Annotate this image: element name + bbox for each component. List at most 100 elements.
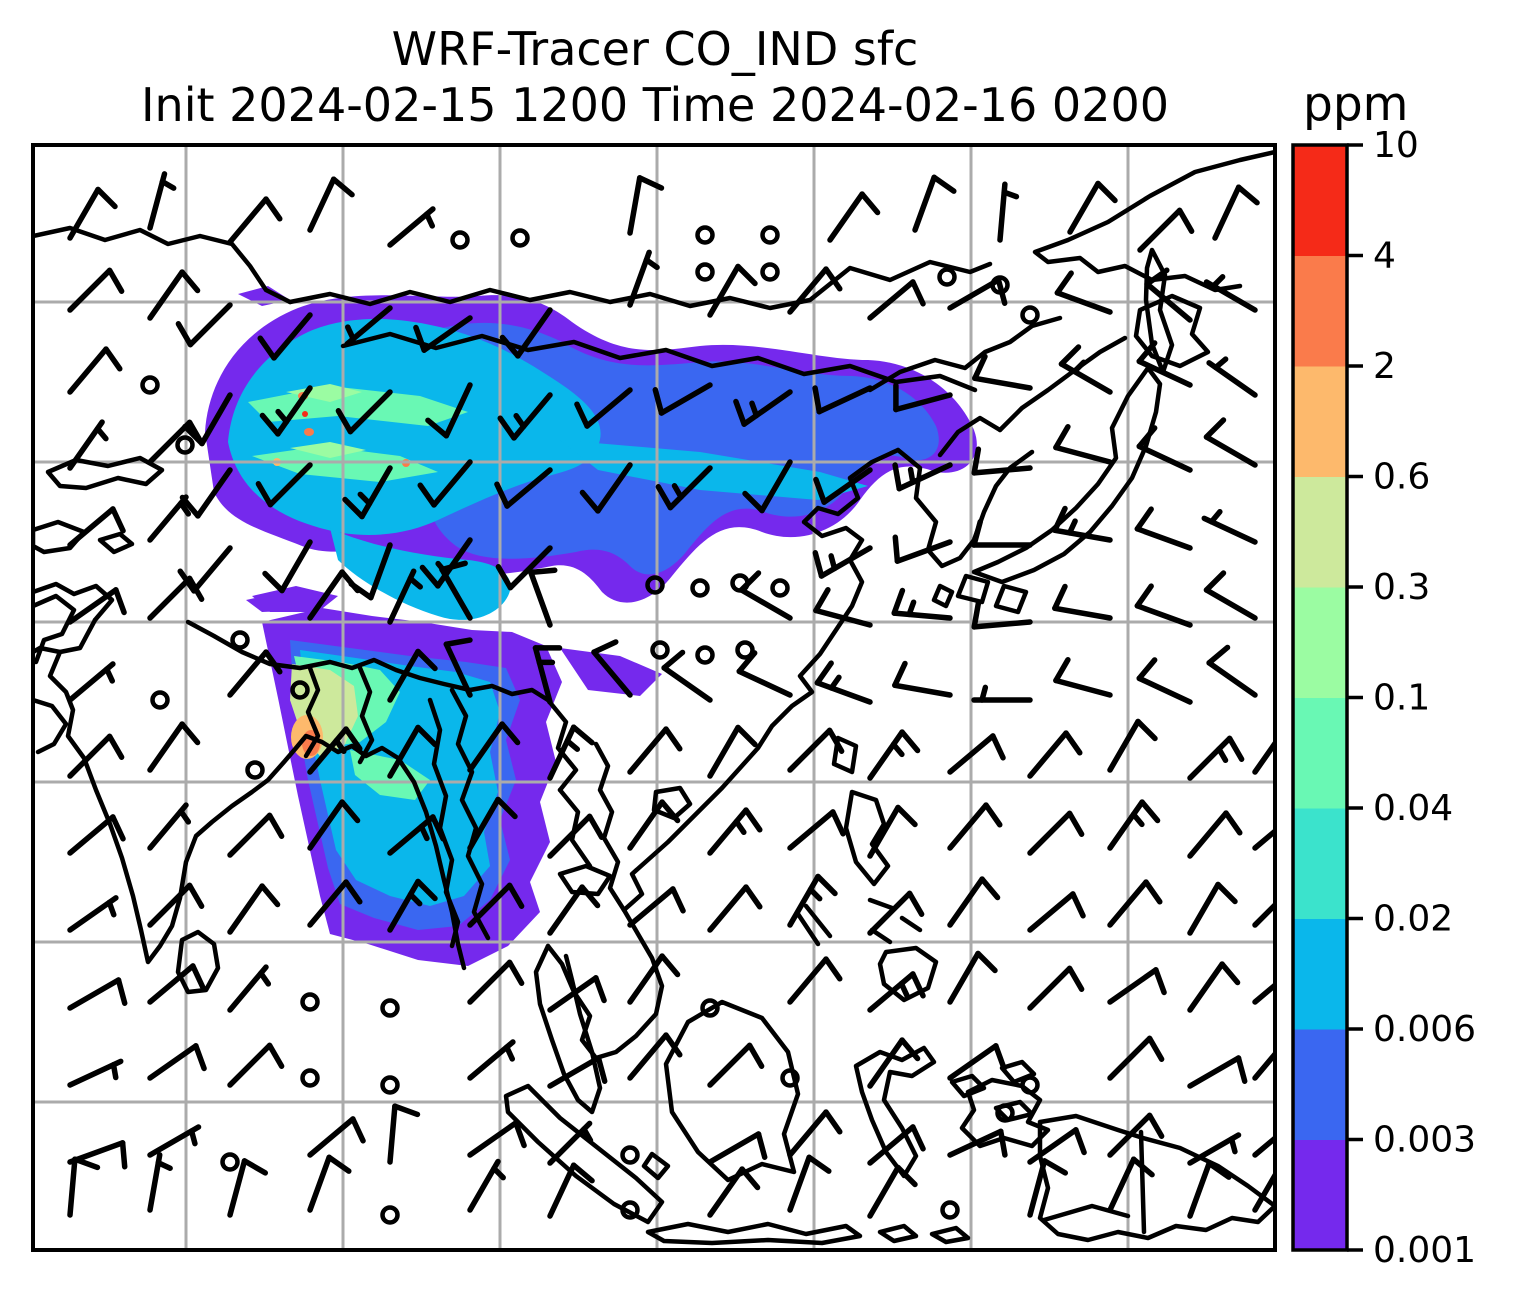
barb-shaft: [507, 545, 553, 591]
barb-shaft: [947, 1128, 1004, 1158]
wind-barb: [67, 419, 109, 471]
barb-tick: [813, 586, 831, 614]
calm-wind-circle: [290, 680, 310, 700]
coastline-path: [185, 619, 551, 703]
barb-tick: [343, 879, 363, 905]
barb-tick: [971, 519, 983, 548]
barb-tick: [1058, 344, 1082, 367]
barb-tick: [258, 970, 272, 987]
wind-barb: [812, 545, 873, 579]
barb-shaft: [894, 539, 953, 564]
barb-tick: [892, 462, 902, 492]
barb-tick: [499, 721, 521, 746]
barb-shaft: [1052, 527, 1113, 543]
calm-wind-circle: [780, 1068, 800, 1088]
wind-barb: [67, 267, 125, 313]
barb-shaft: [787, 266, 829, 315]
wind-barb: [147, 1152, 173, 1213]
barb-tick: [972, 353, 988, 382]
wind-barb: [787, 809, 846, 851]
barb-shaft: [627, 726, 669, 775]
wind-barb: [1203, 274, 1258, 313]
wind-barb: [227, 196, 283, 245]
wind-barb: [707, 1042, 765, 1088]
barb-tick: [1136, 425, 1158, 450]
barb-shaft: [892, 682, 953, 698]
wind-barb: [387, 878, 438, 933]
wind-barb: [387, 1103, 421, 1165]
barb-shaft: [736, 668, 793, 698]
wind-barb: [147, 1043, 207, 1081]
barb-shaft: [787, 873, 821, 928]
barb-shaft: [504, 467, 553, 509]
coastline-path: [45, 455, 165, 491]
barb-shaft: [1052, 605, 1113, 621]
barb-shaft: [1252, 1049, 1275, 1081]
barb-tick: [652, 387, 665, 416]
wind-barb: [532, 645, 563, 705]
barb-tick: [755, 1131, 768, 1160]
barb-tick: [443, 637, 473, 647]
barb-shaft: [707, 724, 741, 779]
wind-barb: [1134, 583, 1193, 628]
barb-shaft: [1252, 1169, 1275, 1213]
barb-tick: [95, 186, 118, 210]
barb-tick: [110, 506, 126, 534]
wind-barb: [547, 1120, 594, 1166]
wind-barb: [67, 587, 127, 625]
barb-shaft: [1107, 1035, 1153, 1081]
barb-shaft: [67, 186, 101, 241]
calm-wind-circle: [695, 262, 715, 282]
wind-barb: [867, 279, 926, 321]
barb-tick: [110, 1061, 119, 1081]
plot-title: WRF-Tracer CO_IND sfc: [391, 22, 919, 76]
wind-barb: [736, 650, 793, 698]
barb-tick: [591, 639, 619, 655]
coastline-path: [997, 335, 1128, 433]
wind-barb: [227, 964, 272, 1013]
barb-tick: [1052, 583, 1068, 612]
calm-wind-circle: [620, 1200, 640, 1220]
barb-shaft: [867, 1164, 901, 1219]
calm-wind-circle: [937, 267, 957, 287]
barb-tick: [186, 575, 205, 602]
barb-tick: [1223, 810, 1243, 836]
barb-tick: [155, 1159, 173, 1171]
barb-tick: [392, 1103, 421, 1118]
wind-barb: [867, 1164, 918, 1219]
wind-barb: [972, 353, 1033, 391]
barb-shaft: [271, 312, 313, 361]
barb-shaft: [67, 587, 119, 625]
barb-tick: [1134, 506, 1154, 532]
wind-barb: [227, 649, 283, 698]
barb-shaft: [1206, 660, 1258, 698]
wind-barb: [627, 1032, 683, 1081]
barb-tick: [1073, 1127, 1087, 1156]
wind-barb: [627, 799, 681, 851]
colorbar: [1291, 143, 1349, 1252]
barb-shaft: [368, 542, 393, 601]
barb-tick: [1066, 965, 1085, 992]
coastline-path: [303, 665, 321, 759]
barb-tick: [890, 741, 905, 758]
barb-tick: [655, 484, 674, 511]
wind-barb: [1134, 506, 1193, 551]
map-area: [33, 145, 1275, 1250]
barb-shaft: [1136, 358, 1193, 388]
coastline-path: [1138, 1129, 1147, 1235]
wind-barb: [425, 382, 473, 439]
wind-barb: [147, 1124, 202, 1158]
barb-tick: [574, 401, 590, 429]
barb-tick: [350, 1116, 366, 1144]
barb-shaft: [1134, 526, 1193, 551]
colorbar-segment: [1293, 918, 1347, 1030]
wind-barb: [1201, 509, 1258, 545]
barb-shaft: [467, 959, 513, 1005]
wind-barb: [1252, 827, 1275, 851]
barb-shaft: [972, 375, 1033, 391]
wind-barbs: [67, 171, 1275, 1225]
barb-tick: [424, 211, 436, 229]
wind-barb: [1252, 1134, 1275, 1158]
barb-tick: [990, 733, 1006, 761]
wind-barb: [1136, 340, 1193, 388]
